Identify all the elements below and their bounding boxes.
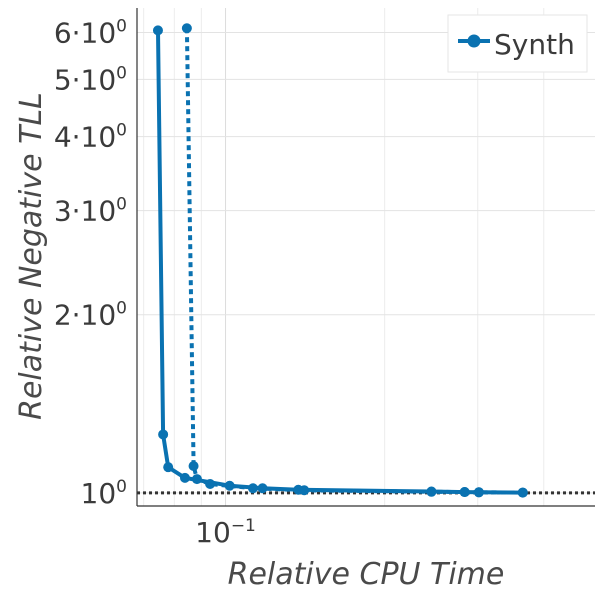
data-point	[163, 462, 174, 473]
data-point	[473, 487, 484, 498]
data-point	[459, 487, 470, 498]
data-point	[205, 478, 216, 489]
x-axis-title: Relative CPU Time	[228, 557, 505, 592]
data-point	[188, 461, 199, 472]
data-point	[152, 25, 163, 36]
legend-label: Synth	[494, 28, 575, 61]
y-tick-label: 4·100	[54, 121, 127, 154]
series-line-0	[156, 30, 523, 495]
data-point	[181, 23, 192, 34]
data-point	[224, 480, 235, 491]
grid-minor	[143, 8, 545, 506]
data-point	[517, 487, 528, 498]
legend-marker	[467, 34, 481, 48]
data-point	[426, 486, 437, 497]
series-group	[152, 23, 528, 498]
data-point	[257, 483, 268, 494]
y-tick-label: 3·100	[54, 195, 127, 228]
x-tick-label: 10−1	[195, 516, 256, 549]
data-point	[299, 485, 310, 496]
series-line-1	[184, 28, 523, 495]
data-point	[179, 472, 190, 483]
data-point	[191, 474, 202, 485]
y-tick-label: 100	[81, 477, 127, 510]
y-tick-label: 6·100	[54, 16, 127, 49]
data-point	[158, 429, 169, 440]
y-tick-label: 2·100	[54, 299, 127, 332]
axes	[136, 8, 595, 507]
grid-major	[137, 8, 595, 506]
tick-labels: 100 2·100 3·100 4·100 5·100 6·100 10−1	[54, 16, 256, 549]
legend: Synth	[447, 14, 588, 73]
y-tick-label: 5·100	[54, 63, 127, 96]
y-axis-title: Relative Negative TLL	[14, 92, 49, 420]
data-point	[247, 483, 258, 494]
